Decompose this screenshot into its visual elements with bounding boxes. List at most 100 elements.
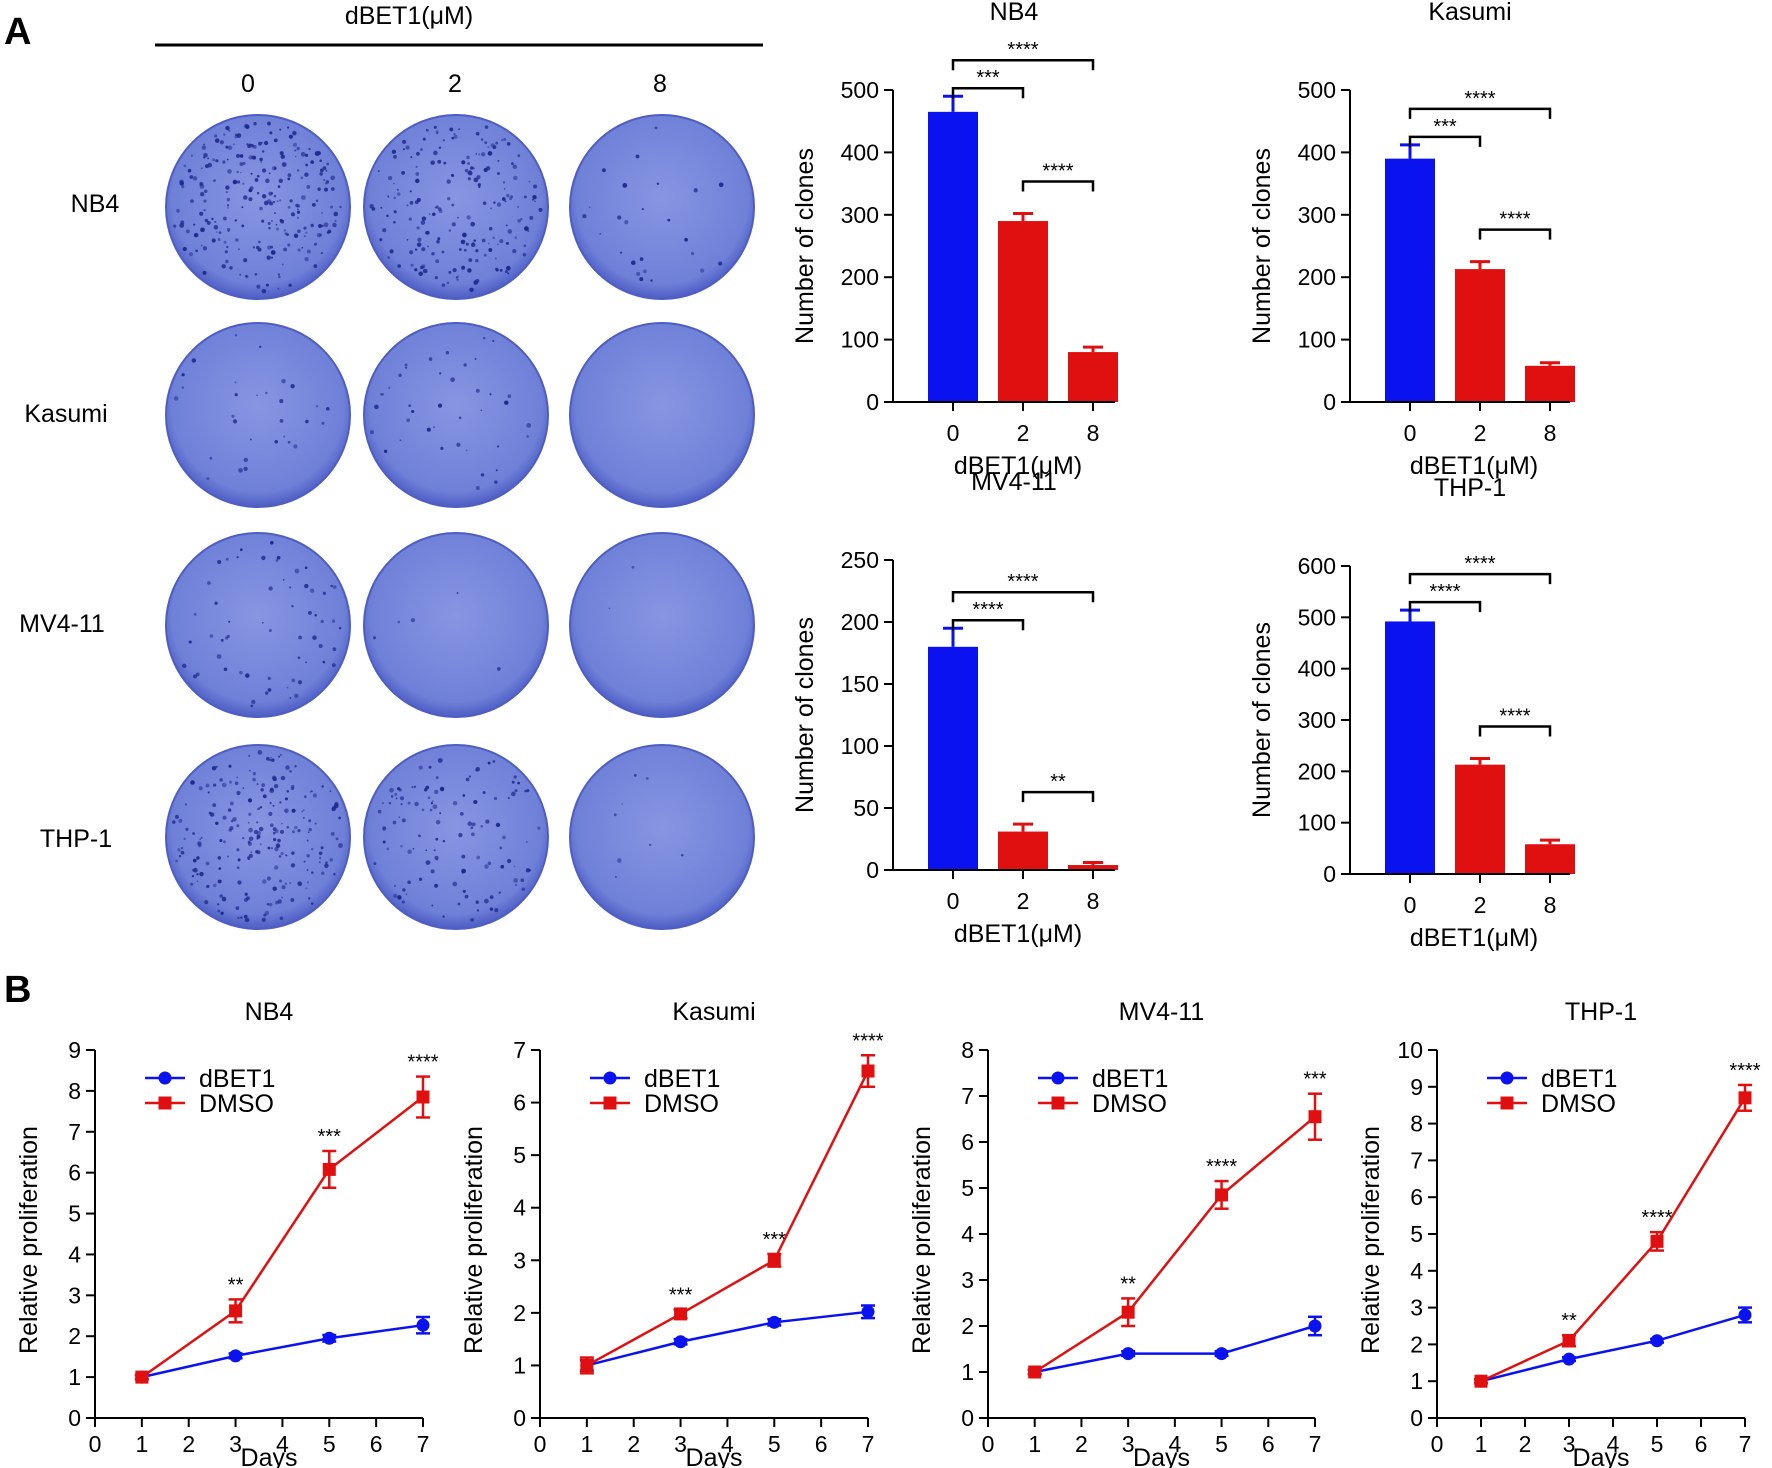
y-tick-label: 0	[866, 857, 879, 883]
significance-bracket-0-1: ****	[1408, 581, 1482, 613]
colony-dot	[338, 627, 342, 630]
colony-dot	[310, 902, 314, 905]
colony-dot	[205, 861, 210, 866]
colony-dot	[451, 136, 455, 140]
colony-dot	[198, 786, 203, 791]
y-tick-label: 100	[1298, 810, 1336, 836]
colony-dot	[477, 183, 481, 187]
colony-dot	[377, 809, 382, 814]
colony-dot	[310, 160, 315, 164]
colony-dot	[190, 199, 194, 203]
line-chart-mv4-11-x-axis: 0 1 2 3 4 5 6 7	[982, 1417, 1321, 1457]
x-tick-label: 0	[1404, 892, 1417, 918]
colony-dot	[312, 203, 316, 207]
colony-dot	[250, 143, 254, 148]
colony-dot	[633, 774, 637, 777]
colony-dot	[463, 363, 467, 367]
colony-dot	[248, 769, 251, 772]
y-tick-label: 250	[841, 547, 879, 573]
colony-dot	[477, 134, 479, 136]
colony-dot	[199, 871, 204, 877]
significance-bracket-1-2: ****	[1021, 161, 1095, 192]
colony-dot	[481, 152, 486, 157]
colony-dot	[196, 880, 199, 883]
x-tick-label: 2	[1519, 1431, 1532, 1457]
colony-dot	[277, 185, 281, 188]
colony-dot	[475, 258, 479, 263]
colony-dot	[186, 229, 190, 234]
colony-dot	[243, 466, 248, 472]
colony-dot	[458, 832, 463, 838]
colony-dot	[256, 191, 260, 195]
colony-dot	[261, 288, 267, 294]
line-chart-thp-1-x-axis: 0 1 2 3 4 5 6 7	[1431, 1417, 1752, 1457]
x-tick-label: 3	[1563, 1431, 1576, 1457]
colony-dot	[462, 794, 466, 797]
colony-dot	[520, 218, 523, 221]
colony-dot	[450, 377, 455, 383]
colony-dot	[415, 172, 420, 176]
line-chart-mv4-11-y-axis: 0 1 2 3 4 5 6 7 8	[961, 1037, 989, 1431]
colony-dot	[523, 195, 527, 199]
bar-chart-thp-1-x-axis: 0 2 8	[1350, 873, 1570, 918]
colony-dot	[320, 251, 324, 255]
colony-dot	[480, 473, 485, 477]
colony-dot	[421, 808, 425, 812]
colony-dot	[410, 618, 416, 623]
colony-dot	[223, 840, 226, 844]
colony-dot	[484, 864, 489, 869]
colony-dot	[332, 222, 337, 228]
colony-dot	[228, 780, 233, 784]
x-tick-label: 3	[1122, 1431, 1135, 1457]
y-tick-label: 0	[1323, 861, 1336, 887]
colony-dot	[204, 218, 208, 223]
bar-thp-1-0	[1385, 621, 1435, 874]
colony-dot	[257, 247, 262, 252]
y-tick-label: 300	[1298, 707, 1336, 733]
line-chart-thp-1: THP-1 Relative proliferation Days 0 1 2 3 4 5 6 7 8…	[1357, 998, 1761, 1468]
colony-dot	[407, 849, 412, 855]
x-axis-title: dBET1(μM)	[954, 452, 1082, 480]
colony-dot	[387, 195, 390, 198]
legend-label: dBET1	[644, 1065, 720, 1093]
colony-dot	[588, 206, 591, 209]
colony-dot	[223, 133, 226, 136]
colony-dot	[232, 179, 238, 185]
colony-dot	[316, 233, 322, 238]
colony-dot	[251, 699, 256, 705]
colony-dot	[261, 783, 266, 787]
colony-dot	[290, 212, 296, 217]
colony-plate-mv4-11-dose-0	[165, 532, 351, 718]
x-tick-label: 7	[1739, 1431, 1752, 1457]
y-tick-label: 3	[68, 1282, 81, 1308]
colony-dot	[307, 831, 310, 834]
colony-dot	[321, 871, 325, 875]
colony-dot	[286, 789, 290, 793]
colony-dot	[492, 339, 495, 343]
colony-dot	[639, 277, 644, 282]
colony-dot	[430, 160, 435, 165]
data-point-dbet1-day-5	[1215, 1347, 1229, 1361]
y-tick-label: 0	[866, 389, 879, 415]
colony-dot	[525, 868, 531, 873]
colony-dot	[281, 379, 286, 384]
colony-dot	[256, 783, 259, 786]
colony-dot	[228, 620, 231, 623]
y-tick-label: 4	[513, 1195, 526, 1221]
colony-dot	[218, 231, 222, 234]
colony-dot	[473, 167, 475, 169]
colony-dot	[420, 148, 423, 151]
colony-dot	[494, 257, 497, 260]
colony-dot	[266, 903, 270, 906]
colony-dot	[421, 264, 426, 269]
colony-dot	[457, 216, 459, 219]
colony-dot	[256, 174, 260, 178]
legend-marker	[603, 1096, 617, 1110]
colony-dot	[386, 847, 390, 851]
colony-dot	[526, 789, 530, 793]
colony-dot	[193, 232, 199, 238]
colony-dot	[273, 194, 277, 198]
colony-dot	[228, 764, 232, 768]
bracket-line	[1478, 228, 1552, 240]
